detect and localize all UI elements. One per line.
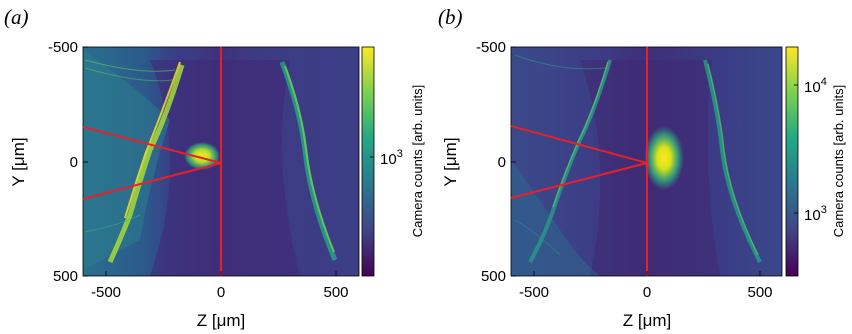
panel-a-cone-lower — [82, 162, 222, 200]
panel-b-letter: (b) — [438, 5, 463, 29]
panel-b-cbar-label: Camera counts [arb. units] — [831, 85, 846, 237]
panel-a-letter: (a) — [4, 5, 29, 29]
panel-b-colorbar: 104 103 Camera counts [arb. units] — [785, 46, 846, 277]
panel-a-cbar-tick: 103 — [380, 148, 403, 168]
panel-b-xtick: 0 — [643, 284, 651, 301]
panel-b-ylabel: Y [μm] — [441, 137, 460, 186]
panel-a-cone-upper — [82, 126, 222, 164]
panel-b-overlay — [510, 47, 648, 276]
panel-a-xlabel: Z [μm] — [197, 311, 246, 330]
panel-b-cone-lower — [510, 162, 648, 199]
panel-a-xtick: 500 — [323, 284, 348, 301]
panel-b-ytick: -500 — [476, 39, 506, 56]
panel-b-cbar-tick: 103 — [804, 204, 827, 224]
panel-a-xtick: 0 — [217, 284, 225, 301]
panel-a-ytick: 500 — [53, 268, 78, 285]
panel-b-ytick: 500 — [481, 268, 506, 285]
panel-b-ytick: 0 — [498, 154, 506, 171]
panel-a-colorbar: 103 Camera counts [arb. units] — [361, 46, 425, 277]
panel-b-cbar-tick: 104 — [804, 76, 827, 96]
panel-a: (a) — [4, 5, 425, 330]
panel-b: (b) — [438, 5, 846, 330]
panel-b-xtick: -500 — [519, 284, 549, 301]
panel-a-ytick: 0 — [70, 154, 78, 171]
panel-a-cbar-label: Camera counts [arb. units] — [410, 85, 425, 237]
panel-b-xlabel: Z [μm] — [623, 311, 672, 330]
panel-a-xtick: -500 — [91, 284, 121, 301]
panel-a-ytick: -500 — [48, 39, 78, 56]
panel-a-ylabel: Y [μm] — [9, 137, 28, 186]
panel-a-overlay — [82, 47, 222, 276]
panel-b-xtick: 500 — [747, 284, 772, 301]
panel-b-cone-upper — [510, 125, 648, 164]
